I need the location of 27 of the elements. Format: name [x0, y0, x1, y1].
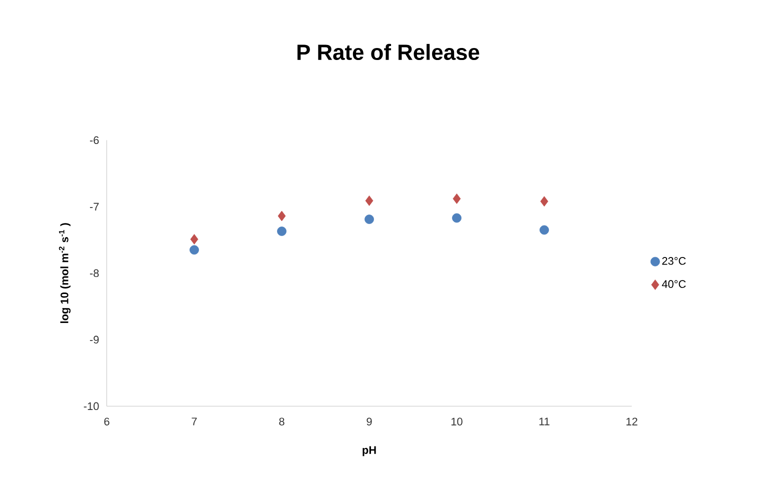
y-tick-label: -10 — [84, 402, 99, 410]
point — [190, 245, 199, 255]
point — [277, 226, 286, 236]
point — [364, 214, 374, 224]
chart-title: P Rate of Release — [298, 44, 480, 60]
x-tick-label: 9 — [366, 418, 372, 426]
x-tick-label: 12 — [626, 418, 638, 426]
x-axis-title: pH — [362, 446, 376, 456]
x-tick-label: 7 — [192, 418, 197, 426]
y-axis-title: log 10 (mol m$^{-2}$ s$^{-1}$ ) — [58, 223, 71, 323]
point — [540, 196, 548, 207]
point — [190, 234, 198, 244]
point — [452, 193, 461, 204]
y-tick-label: -9 — [90, 336, 99, 344]
y-tick-label: -7 — [90, 202, 99, 210]
x-tick-label: 11 — [539, 418, 550, 426]
x-tick-label: 10 — [451, 418, 462, 426]
legend-label: 23°C — [662, 257, 686, 265]
x-tick-label: 8 — [279, 418, 284, 426]
point — [278, 210, 286, 222]
point — [540, 225, 549, 235]
point — [365, 195, 374, 206]
x-tick-label: 6 — [104, 418, 110, 426]
legend-label: 40°C — [662, 280, 686, 288]
point — [452, 213, 462, 223]
y-tick-label: -8 — [90, 269, 99, 278]
y-tick-label: -6 — [90, 136, 99, 144]
